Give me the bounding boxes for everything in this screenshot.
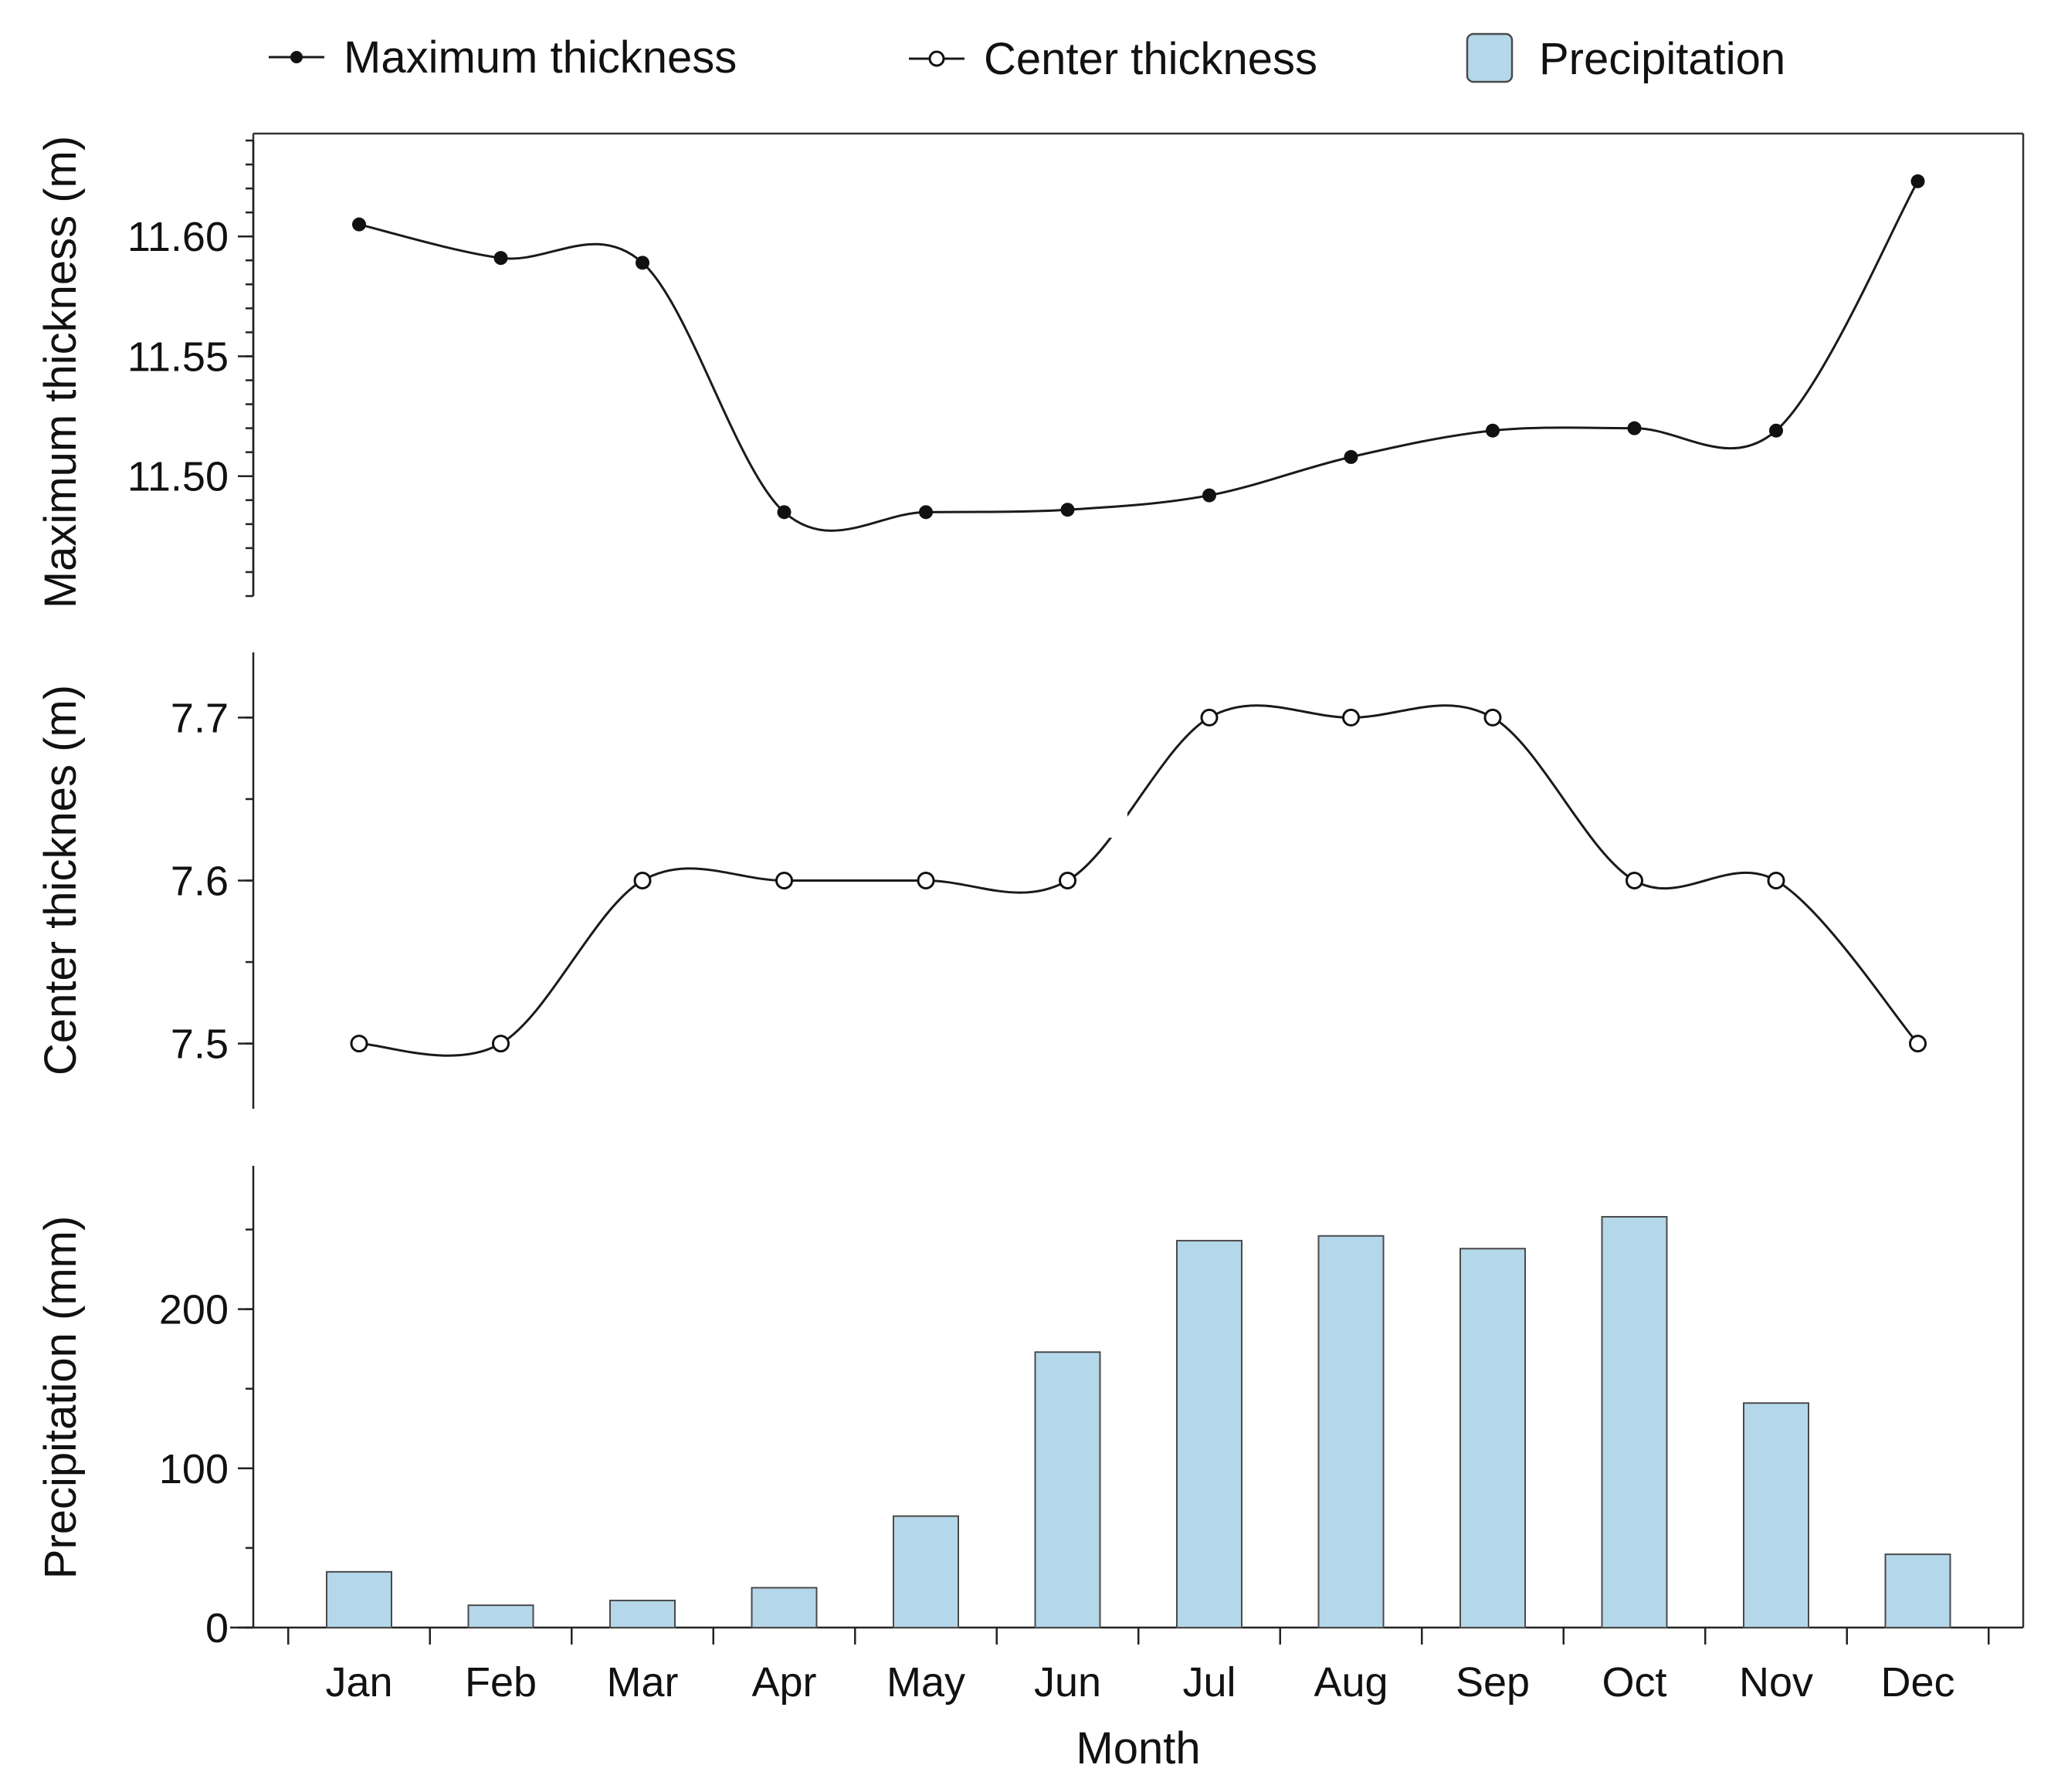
x-label-nov: Nov [1739, 1659, 1813, 1706]
precip-bar-jun [1034, 1351, 1101, 1629]
max-thickness-point-aug [1344, 449, 1358, 464]
center-thickness-point-apr [775, 872, 793, 889]
max-thickness-point-jan [352, 217, 366, 232]
legend-precip-swatch [1466, 32, 1514, 83]
center-thickness-point-jun [1059, 872, 1076, 889]
max-thickness-tick-label: 11.50 [127, 454, 229, 500]
max-y-title: Maximum thickness (m) [36, 136, 86, 608]
legend-max-label: Maximum thickness [344, 32, 737, 83]
precip-y-ticks: 0 100 200 [159, 1228, 253, 1651]
center-thickness-points [350, 708, 1927, 1053]
precip-bar-mar [609, 1599, 676, 1628]
legend-center-label: Center thickness [984, 34, 1317, 84]
x-tick-labels: Jan Feb Mar Apr May Jun Jul Aug Sep Oct Nov Dec [325, 1659, 1954, 1706]
x-label-aug: Aug [1314, 1659, 1388, 1706]
center-thickness-point-nov [1767, 872, 1785, 889]
x-label-feb: Feb [465, 1659, 537, 1706]
precip-bar-oct [1601, 1215, 1668, 1628]
precip-y-title: Precipitation (mm) [36, 1216, 86, 1580]
center-thickness-point-mar [633, 872, 652, 889]
max-thickness-point-oct [1627, 421, 1642, 435]
precipitation-tick-label: 100 [159, 1446, 229, 1492]
center-thickness-tick-label: 7.6 [171, 859, 229, 905]
center-thickness-point-jan [350, 1035, 368, 1053]
center-thickness-point-may [917, 872, 935, 889]
max-thickness-tick-label: 11.55 [127, 334, 229, 380]
precip-bar-apr [751, 1587, 818, 1628]
x-label-jan: Jan [325, 1659, 392, 1706]
center-thickness-tick-label: 7.7 [171, 695, 229, 741]
x-label-may: May [887, 1659, 965, 1706]
precip-bar-feb [467, 1604, 534, 1629]
precip-bar-jul [1176, 1239, 1242, 1628]
center-thickness-point-feb [492, 1035, 510, 1053]
x-label-jul: Jul [1182, 1659, 1236, 1706]
precipitation-tick-label: 200 [159, 1287, 229, 1333]
x-label-oct: Oct [1602, 1659, 1666, 1706]
max-thickness-point-may [919, 505, 933, 520]
max-thickness-point-jun [1060, 503, 1075, 517]
precipitation-tick-label: 0 [205, 1605, 229, 1651]
center-thickness-point-aug [1342, 708, 1360, 727]
legend-entry-max-thickness: Maximum thickness [269, 32, 737, 83]
legend-precip-label: Precipitation [1539, 34, 1785, 84]
center-thickness-point-jul [1200, 708, 1219, 727]
x-label-apr: Apr [751, 1659, 816, 1706]
center-thickness-curve [358, 704, 1919, 1057]
center-y-ticks: 7.5 7.6 7.7 [171, 695, 253, 1068]
max-thickness-point-apr [777, 505, 792, 520]
precip-bar-dec [1884, 1553, 1951, 1628]
legend-entry-center-thickness: Center thickness [909, 34, 1317, 84]
precipitation-panel: 0 100 200 Precipitation (mm) Jan Feb Mar Apr M… [36, 1166, 2023, 1773]
legend-entry-precipitation: Precipitation [1466, 32, 1785, 84]
x-label-jun: Jun [1034, 1659, 1101, 1706]
x-label-dec: Dec [1880, 1659, 1954, 1706]
precip-bar-may [893, 1515, 959, 1628]
max-thickness-panel: 11.50 11.55 11.60 Maximum thickness (m) [36, 136, 1925, 608]
center-thickness-point-oct [1626, 872, 1643, 889]
legend: Maximum thickness Center thickness Preci… [269, 32, 1785, 84]
x-label-mar: Mar [607, 1659, 679, 1706]
center-thickness-panel: 7.5 7.6 7.7 Center thicknes (m) [36, 652, 1927, 1109]
x-label-sep: Sep [1456, 1659, 1530, 1706]
precip-bar-jan [326, 1570, 392, 1629]
max-thickness-point-jul [1202, 488, 1216, 503]
legend-center-marker [928, 50, 945, 67]
legend-max-marker [290, 51, 303, 63]
max-thickness-points [352, 174, 1925, 520]
max-thickness-point-feb [493, 251, 508, 266]
max-thickness-tick-label: 11.60 [127, 214, 229, 260]
center-thickness-tick-label: 7.5 [171, 1021, 229, 1068]
precip-bar-nov [1743, 1402, 1809, 1628]
max-thickness-curve [358, 181, 1919, 532]
x-axis-title: Month [1076, 1723, 1200, 1773]
x-ticks [287, 1628, 1990, 1645]
max-thickness-point-nov [1769, 423, 1783, 438]
center-y-title: Center thicknes (m) [36, 685, 86, 1076]
precipitation-bars [326, 1215, 1951, 1629]
precip-bar-aug [1317, 1235, 1385, 1629]
center-thickness-point-dec [1909, 1035, 1927, 1053]
max-y-ticks: 11.50 11.55 11.60 [127, 139, 253, 598]
center-thickness-point-sep [1483, 708, 1502, 727]
center-line-gap [1097, 807, 1127, 838]
precip-bar-sep [1459, 1248, 1526, 1628]
max-thickness-point-dec [1910, 174, 1925, 188]
max-thickness-point-sep [1486, 423, 1500, 438]
max-thickness-point-mar [636, 256, 649, 270]
